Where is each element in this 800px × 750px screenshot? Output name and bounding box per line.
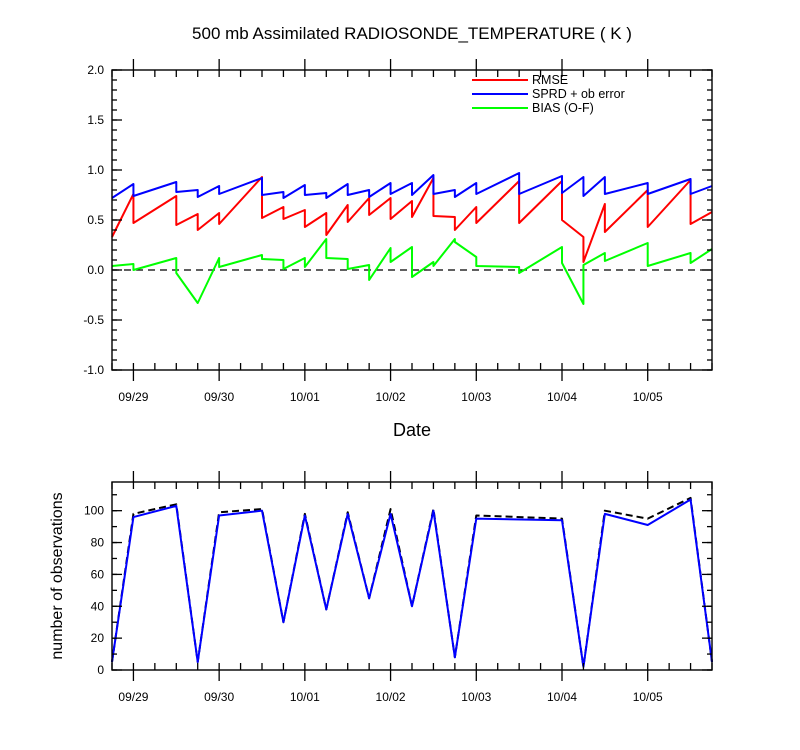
x-tick-label: 09/30 — [204, 690, 234, 704]
top-y-tick-labels: -1.0 -0.5 0.0 0.5 1.0 1.5 2.0 — [83, 63, 104, 377]
legend-label: BIAS (O-F) — [532, 101, 594, 115]
y-tick-label: -0.5 — [83, 313, 104, 327]
x-tick-label: 10/01 — [290, 690, 320, 704]
series-line-assimilated-observations — [111, 498, 713, 668]
top-axis-ticks — [111, 59, 713, 381]
bottom-series-group — [111, 496, 713, 668]
top-series-group — [111, 172, 713, 305]
series-line-rmse — [111, 176, 713, 263]
y-tick-label: 1.0 — [87, 163, 104, 177]
y-tick-label: 2.0 — [87, 63, 104, 77]
bottom-x-tick-labels: 09/29 09/30 10/01 10/02 10/03 10/04 10/05 — [118, 690, 663, 704]
series-line-possible-observations — [111, 496, 713, 668]
top-chart: 500 mb Assimilated RADIOSONDE_TEMPERATUR… — [83, 24, 713, 440]
legend-label: RMSE — [532, 73, 568, 87]
legend-label: SPRD + ob error — [532, 87, 625, 101]
x-tick-label: 10/05 — [633, 690, 663, 704]
series-line-sprd-ob-error — [111, 172, 713, 199]
y-tick-label: 1.5 — [87, 113, 104, 127]
y-tick-label: 80 — [91, 536, 105, 550]
top-plot-frame — [111, 69, 713, 371]
chart-title: 500 mb Assimilated RADIOSONDE_TEMPERATUR… — [192, 24, 632, 43]
y-tick-label: 40 — [91, 599, 105, 613]
x-tick-label: 09/29 — [118, 690, 148, 704]
x-axis-label: Date — [393, 420, 431, 440]
top-x-tick-labels: 09/29 09/30 10/01 10/02 10/03 10/04 10/05 — [118, 390, 663, 404]
x-tick-label: 10/02 — [376, 690, 406, 704]
bottom-axis-ticks — [111, 471, 713, 681]
x-tick-label: 10/01 — [290, 390, 320, 404]
x-tick-label: 10/04 — [547, 690, 577, 704]
x-tick-label: 09/29 — [118, 390, 148, 404]
bottom-plot-frame — [111, 481, 713, 671]
x-tick-label: 10/03 — [461, 690, 491, 704]
y-axis-label: number of observations — [49, 492, 66, 659]
y-tick-label: -1.0 — [83, 363, 104, 377]
y-tick-label: 100 — [84, 504, 104, 518]
y-tick-label: 20 — [91, 631, 105, 645]
y-tick-label: 0.5 — [87, 213, 104, 227]
x-tick-label: 10/03 — [461, 390, 491, 404]
x-tick-label: 09/30 — [204, 390, 234, 404]
x-tick-label: 10/05 — [633, 390, 663, 404]
bottom-chart: 0 20 40 60 80 100 09/29 09/30 10/01 10/02 10/03 10… — [49, 471, 713, 704]
x-tick-label: 10/02 — [376, 390, 406, 404]
y-tick-label: 0 — [97, 663, 104, 677]
bottom-y-tick-labels: 0 20 40 60 80 100 — [84, 504, 104, 677]
y-tick-label: 60 — [91, 567, 105, 581]
x-tick-label: 10/04 — [547, 390, 577, 404]
series-line-bias-o-f — [111, 238, 713, 305]
y-tick-label: 0.0 — [87, 263, 104, 277]
